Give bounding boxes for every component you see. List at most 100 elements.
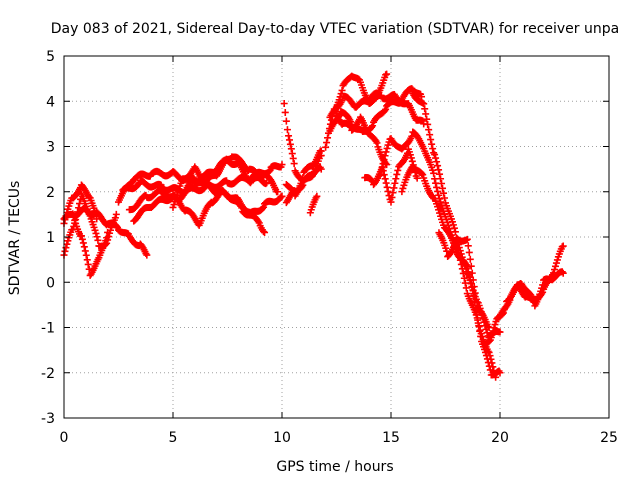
- y-tick-label: 2: [46, 185, 55, 201]
- data-point: [424, 120, 432, 128]
- data-point: [559, 242, 567, 250]
- data-point: [441, 194, 449, 202]
- data-point: [449, 221, 457, 229]
- y-tick-label: 5: [46, 49, 55, 65]
- data-point: [482, 352, 490, 360]
- series-track-25: [481, 305, 508, 349]
- data-point: [389, 189, 397, 197]
- series-track-13: [306, 192, 321, 217]
- data-point: [388, 193, 396, 201]
- data-point: [433, 183, 441, 191]
- y-tick-label: 0: [46, 275, 55, 291]
- data-point: [456, 247, 464, 255]
- data-point: [383, 183, 391, 191]
- data-point: [92, 229, 100, 237]
- data-point: [398, 188, 406, 196]
- data-point: [61, 216, 69, 224]
- data-point: [457, 250, 465, 258]
- data-point: [259, 205, 267, 213]
- data-point: [423, 115, 431, 123]
- data-point: [440, 189, 448, 197]
- data-point: [383, 161, 391, 169]
- data-point: [431, 175, 439, 183]
- data-point: [61, 247, 69, 255]
- data-point: [496, 328, 504, 336]
- series-track-4: [69, 210, 112, 279]
- data-point: [299, 174, 307, 182]
- data-point: [473, 310, 481, 318]
- data-point: [425, 126, 433, 134]
- data-point: [435, 206, 443, 214]
- data-point: [94, 236, 102, 244]
- data-point: [462, 284, 470, 292]
- data-point: [378, 164, 386, 172]
- data-point: [476, 327, 484, 335]
- data-point: [63, 240, 71, 248]
- data-point: [484, 359, 492, 367]
- data-point: [172, 194, 180, 202]
- data-point: [289, 154, 297, 162]
- data-point: [112, 210, 120, 218]
- data-point: [483, 329, 491, 337]
- data-point: [420, 100, 428, 108]
- y-tick-label: -1: [41, 321, 55, 337]
- data-point: [338, 86, 346, 94]
- data-point: [559, 269, 567, 277]
- data-point: [438, 180, 446, 188]
- data-point: [134, 180, 142, 188]
- series-track-22: [435, 229, 504, 379]
- data-point: [433, 158, 441, 166]
- data-point: [391, 179, 399, 187]
- data-point: [484, 323, 492, 331]
- x-tick-label: 10: [273, 430, 291, 446]
- data-point: [260, 203, 268, 211]
- data-point: [477, 332, 485, 340]
- x-tick-label: 15: [382, 430, 400, 446]
- y-tick-label: 1: [46, 230, 55, 246]
- data-point: [439, 184, 447, 192]
- data-point: [499, 309, 507, 317]
- data-point: [429, 145, 437, 153]
- series-track-12: [282, 147, 325, 200]
- data-point: [552, 259, 560, 267]
- data-point: [322, 143, 330, 151]
- data-point: [377, 168, 385, 176]
- data-point: [83, 256, 91, 264]
- data-point: [368, 123, 376, 131]
- data-point: [407, 154, 415, 162]
- data-point: [436, 209, 444, 217]
- data-point: [254, 217, 262, 225]
- data-point: [436, 170, 444, 178]
- data-point: [383, 70, 391, 78]
- data-point: [274, 188, 282, 196]
- data-point: [317, 147, 325, 155]
- y-tick-label: -2: [41, 366, 55, 382]
- series-track-21: [409, 89, 493, 331]
- data-point: [435, 191, 443, 199]
- data-point: [387, 198, 395, 206]
- data-point: [487, 334, 495, 341]
- data-point: [280, 100, 288, 108]
- data-point: [467, 262, 475, 270]
- data-point: [467, 279, 475, 287]
- data-point: [427, 136, 435, 144]
- data-point: [460, 274, 468, 282]
- data-point: [428, 140, 436, 148]
- data-point: [81, 247, 89, 255]
- data-point: [434, 162, 442, 170]
- data-point: [485, 337, 493, 345]
- data-marks: [60, 70, 567, 381]
- data-point: [489, 327, 497, 335]
- x-tick-label: 0: [60, 430, 69, 446]
- data-point: [490, 324, 498, 332]
- data-point: [84, 260, 92, 268]
- data-point: [474, 316, 482, 324]
- data-point: [500, 305, 508, 313]
- data-point: [486, 366, 494, 374]
- data-point: [459, 269, 467, 277]
- data-point: [435, 166, 443, 174]
- data-point: [262, 180, 270, 188]
- data-point: [381, 152, 389, 160]
- series-track-9: [169, 155, 282, 211]
- x-tick-label: 5: [169, 430, 178, 446]
